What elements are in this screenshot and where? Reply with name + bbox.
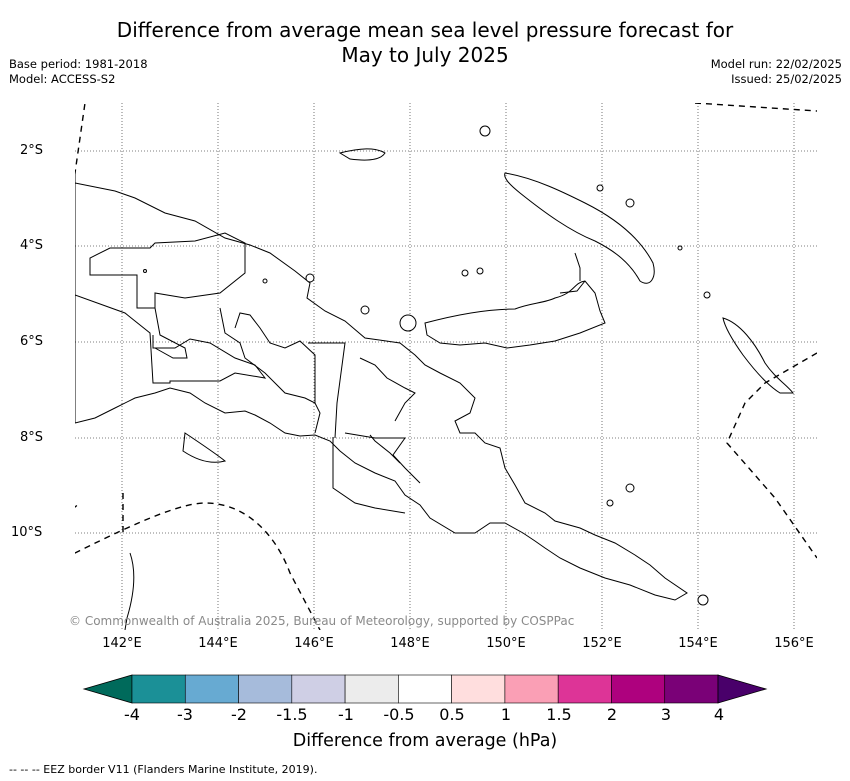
cape-york [124, 552, 135, 630]
bougainville [722, 317, 795, 394]
meta-left: Base period: 1981-2018 Model: ACCESS-S2 [9, 57, 148, 87]
lon-label-152: 152°E [582, 636, 622, 651]
colorbar-bin [611, 674, 666, 704]
new-britain [424, 280, 606, 349]
lat-label-10s: 10°S [11, 525, 43, 540]
cb-tick-label: -1 [338, 705, 354, 724]
lon-label-154: 154°E [678, 636, 718, 651]
colorbar-bin [398, 674, 452, 704]
lat-label-6s: 6°S [20, 334, 44, 349]
colorbar-bin [664, 674, 719, 704]
colorbar-bin [451, 674, 506, 704]
cb-tick-label: 0.5 [439, 705, 465, 724]
lon-label-142: 142°E [102, 636, 142, 651]
colorbar-title: Difference from average (hPa) [292, 731, 558, 751]
manus-island [338, 148, 386, 161]
lon-label-148: 148°E [390, 636, 430, 651]
eez-legend-note: -- -- -- EEZ border V11 (Flanders Marine… [9, 763, 318, 776]
cb-tick-label: -3 [177, 705, 193, 724]
copyright-notice: © Commonwealth of Australia 2025, Bureau… [69, 614, 575, 628]
small-islands [143, 125, 711, 606]
title-line-1: Difference from average mean sea level p… [116, 18, 734, 42]
lon-label-156: 156°E [774, 636, 814, 651]
map-canvas [75, 103, 817, 630]
base-period: Base period: 1981-2018 [9, 57, 148, 71]
cb-tick-label: 3 [660, 705, 672, 724]
model-run: Model run: 22/02/2025 [710, 57, 842, 71]
colorbar-bin [131, 674, 186, 704]
colorbar-bin [291, 674, 346, 704]
colorbar-bin [344, 674, 399, 704]
cb-tick-label: -4 [124, 705, 140, 724]
colorbar [82, 674, 768, 704]
fly-river-delta [182, 432, 227, 463]
model-name: Model: ACCESS-S2 [9, 72, 116, 86]
colorbar-bin [557, 674, 612, 704]
lat-label-4s: 4°S [20, 238, 44, 253]
colorbar-bins [131, 674, 719, 704]
lat-label-2s: 2°S [20, 143, 44, 158]
eez-borders [75, 103, 817, 630]
gridlines [75, 103, 817, 630]
issued-date: Issued: 25/02/2025 [731, 72, 842, 86]
cb-tick-label: 4 [713, 705, 725, 724]
colorbar-extend-min [82, 674, 133, 704]
cb-tick-label: 1 [500, 705, 512, 724]
colorbar-extend-max [717, 674, 768, 704]
new-ireland [504, 172, 655, 284]
lon-label-144: 144°E [198, 636, 238, 651]
cb-tick-label: 1.5 [546, 705, 572, 724]
meta-right: Model run: 22/02/2025 Issued: 25/02/2025 [711, 57, 842, 87]
cb-tick-label: 2 [606, 705, 618, 724]
cb-tick-label: -0.5 [383, 705, 415, 724]
map-title: Difference from average mean sea level p… [0, 18, 850, 68]
coastlines [75, 125, 795, 630]
title-line-2: May to July 2025 [341, 43, 509, 67]
cb-tick-label: -2 [231, 705, 247, 724]
cb-tick-label: -1.5 [276, 705, 308, 724]
colorbar-bin [238, 674, 293, 704]
lon-label-146: 146°E [294, 636, 334, 651]
colorbar-bin [184, 674, 239, 704]
lat-label-8s: 8°S [20, 430, 44, 445]
colorbar-bin [504, 674, 559, 704]
lon-label-150: 150°E [486, 636, 526, 651]
mainland-coast [75, 182, 688, 601]
